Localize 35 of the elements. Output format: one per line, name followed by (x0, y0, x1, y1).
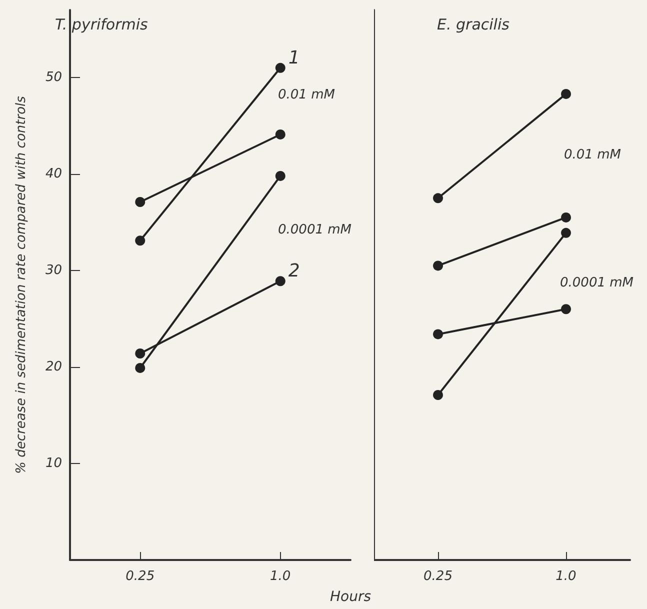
point (135, 236, 146, 246)
point (275, 129, 286, 140)
point (561, 228, 571, 238)
point (561, 304, 571, 314)
point (433, 390, 443, 400)
y-tick-label: 50 (45, 70, 62, 86)
annotation: 0.0001 mM (278, 222, 352, 238)
point (275, 276, 286, 286)
annotation: 0.01 mM (564, 148, 621, 162)
point (561, 88, 571, 99)
point (135, 348, 146, 359)
series-label: 2 (288, 260, 300, 282)
y-tick-label: 20 (45, 360, 62, 375)
point (135, 362, 146, 373)
x-tick-label: 0.25 (424, 569, 452, 584)
point (135, 197, 146, 208)
chart-title: E. gracilis (437, 16, 510, 34)
x-axis-title: Hours (330, 589, 371, 605)
x-tick-label: 1.0 (270, 569, 291, 584)
y-tick-label: 30 (45, 263, 62, 278)
point (275, 62, 286, 73)
point (433, 193, 443, 204)
annotation: 0.0001 mM (560, 276, 634, 290)
point (433, 260, 443, 271)
series-label: 1 (288, 47, 300, 68)
chart-title: T. pyriformis (55, 16, 148, 34)
y-axis-title: % decrease in sedimentation rate compared with controls (14, 96, 29, 474)
x-tick-label: 0.25 (126, 569, 155, 584)
point (433, 329, 443, 340)
point (275, 170, 286, 181)
y-tick-label: 40 (45, 166, 62, 182)
annotation: 0.01 mM (278, 88, 335, 102)
point (561, 212, 571, 222)
y-tick-label: 10 (45, 456, 62, 472)
x-tick-label: 1.0 (556, 569, 576, 584)
